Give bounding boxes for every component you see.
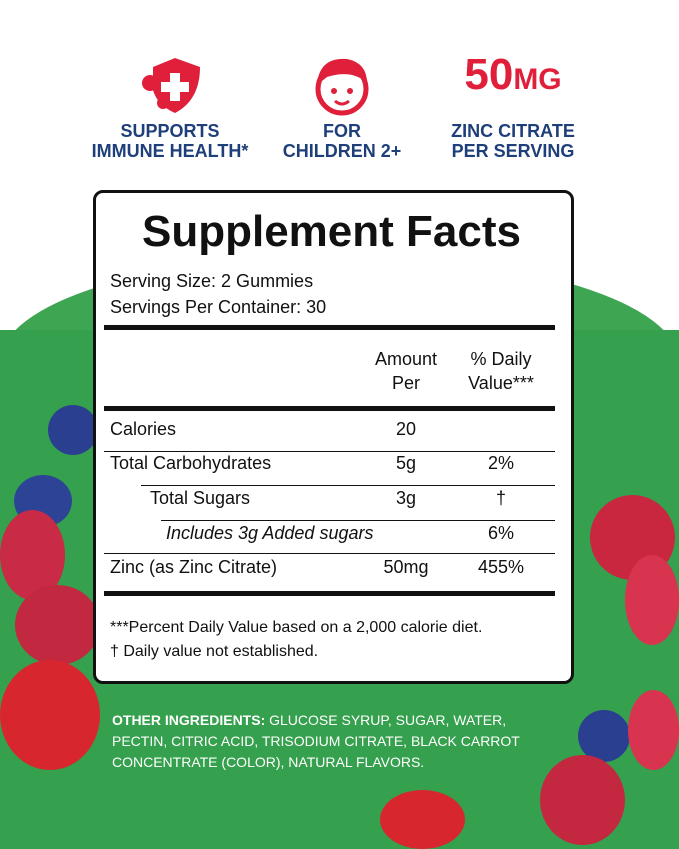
zinc-amount: 50MG [464, 50, 562, 99]
feature-label: IMMUNE HEALTH* [91, 141, 249, 161]
row-name: Total Carbohydrates [110, 453, 272, 473]
ingredients-label: OTHER INGREDIENTS: [112, 712, 266, 728]
strawberry-icon [0, 660, 100, 770]
row-daily-value: 2% [487, 453, 514, 473]
feature-label: PER SERVING [451, 141, 575, 161]
feature-label: FOR [323, 121, 361, 141]
footnote-daily-value: ***Percent Daily Value based on a 2,000 … [110, 619, 483, 636]
strawberry-icon [380, 790, 465, 849]
footnote-not-established: † Daily value not established. [110, 643, 319, 660]
row-amount: 20 [395, 419, 417, 439]
raspberry-icon [15, 585, 100, 665]
row-amount: 5g [395, 453, 417, 473]
child-face-icon [315, 58, 369, 116]
serving-size: Serving Size: 2 Gummies [110, 271, 314, 291]
row-divider [141, 485, 555, 486]
row-amount: 50mg [383, 557, 429, 577]
shield-virus-icon [142, 58, 200, 113]
servings-per-container: Servings Per Container: 30 [110, 297, 327, 317]
raspberry-icon [628, 690, 679, 770]
row-name: Zinc (as Zinc Citrate) [110, 557, 278, 577]
other-ingredients: OTHER INGREDIENTS: GLUCOSE SYRUP, SUGAR,… [112, 710, 562, 773]
row-amount: 3g [395, 488, 417, 508]
row-daily-value: 6% [487, 523, 514, 543]
row-name: Includes 3g Added sugars [166, 523, 374, 543]
feature-label: ZINC CITRATE [451, 121, 575, 141]
facts-title: Supplement Facts [142, 207, 521, 256]
blueberry-icon [48, 405, 98, 455]
daily-value-header: % Daily Value*** [468, 349, 534, 393]
row-divider [161, 520, 555, 521]
row-divider [104, 553, 555, 554]
row-name: Calories [110, 419, 177, 439]
row-daily-value: 455% [477, 557, 525, 577]
divider [104, 406, 555, 411]
row-name: Total Sugars [150, 488, 251, 508]
raspberry-icon [540, 755, 625, 845]
feature-label: SUPPORTS [120, 121, 220, 141]
row-divider [104, 451, 555, 452]
supplement-facts-panel: Supplement Facts Serving Size: 2 Gummies… [93, 190, 574, 684]
ingredients-text: GLUCOSE SYRUP, SUGAR, WATER, PECTIN, CIT… [112, 712, 520, 770]
blueberry-icon [578, 710, 630, 762]
divider [104, 325, 555, 330]
raspberry-icon [625, 555, 679, 645]
row-daily-value: † [495, 488, 506, 508]
amount-header: Amount Per [374, 349, 438, 393]
divider [104, 591, 555, 596]
feature-label: CHILDREN 2+ [282, 141, 402, 161]
